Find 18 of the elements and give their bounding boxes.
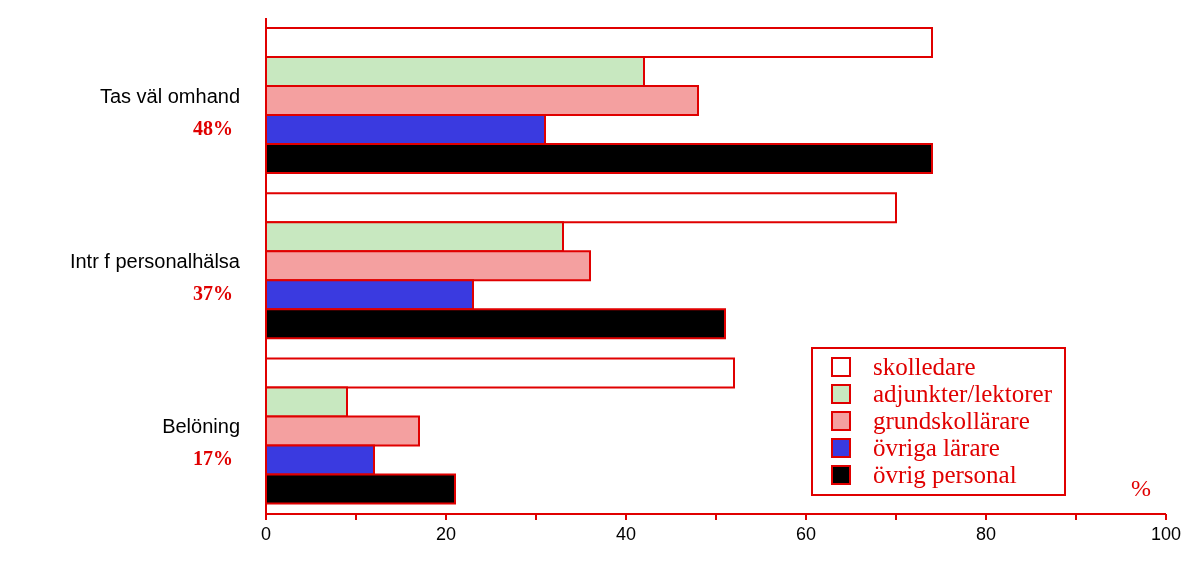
x-tick-label: 100 [1150,524,1182,544]
text: 37% [193,282,233,304]
legend-label: skolledare [872,353,976,380]
legend-label: grundskollärare [872,407,1030,434]
y-tick-label: Belöning [162,415,240,438]
x-tick-label: 20 [435,524,457,544]
legend-label: övrig personal [872,461,1017,488]
legend-label: övriga lärare [872,434,1000,461]
x-tick-label: 60 [795,524,817,544]
x-tick-label: 40 [615,524,637,544]
legend-label: adjunkter/lektorer [872,380,1052,407]
text: 17% [193,447,233,470]
x-axis-title: % [1131,475,1151,502]
y-tick-label: Tas väl omhand [99,84,240,107]
x-tick-label: 80 [975,524,997,544]
text: 48% [193,116,233,139]
y-tick-label: Intr f personalhälsa [69,250,241,272]
x-tick-label: 0 [260,524,272,544]
